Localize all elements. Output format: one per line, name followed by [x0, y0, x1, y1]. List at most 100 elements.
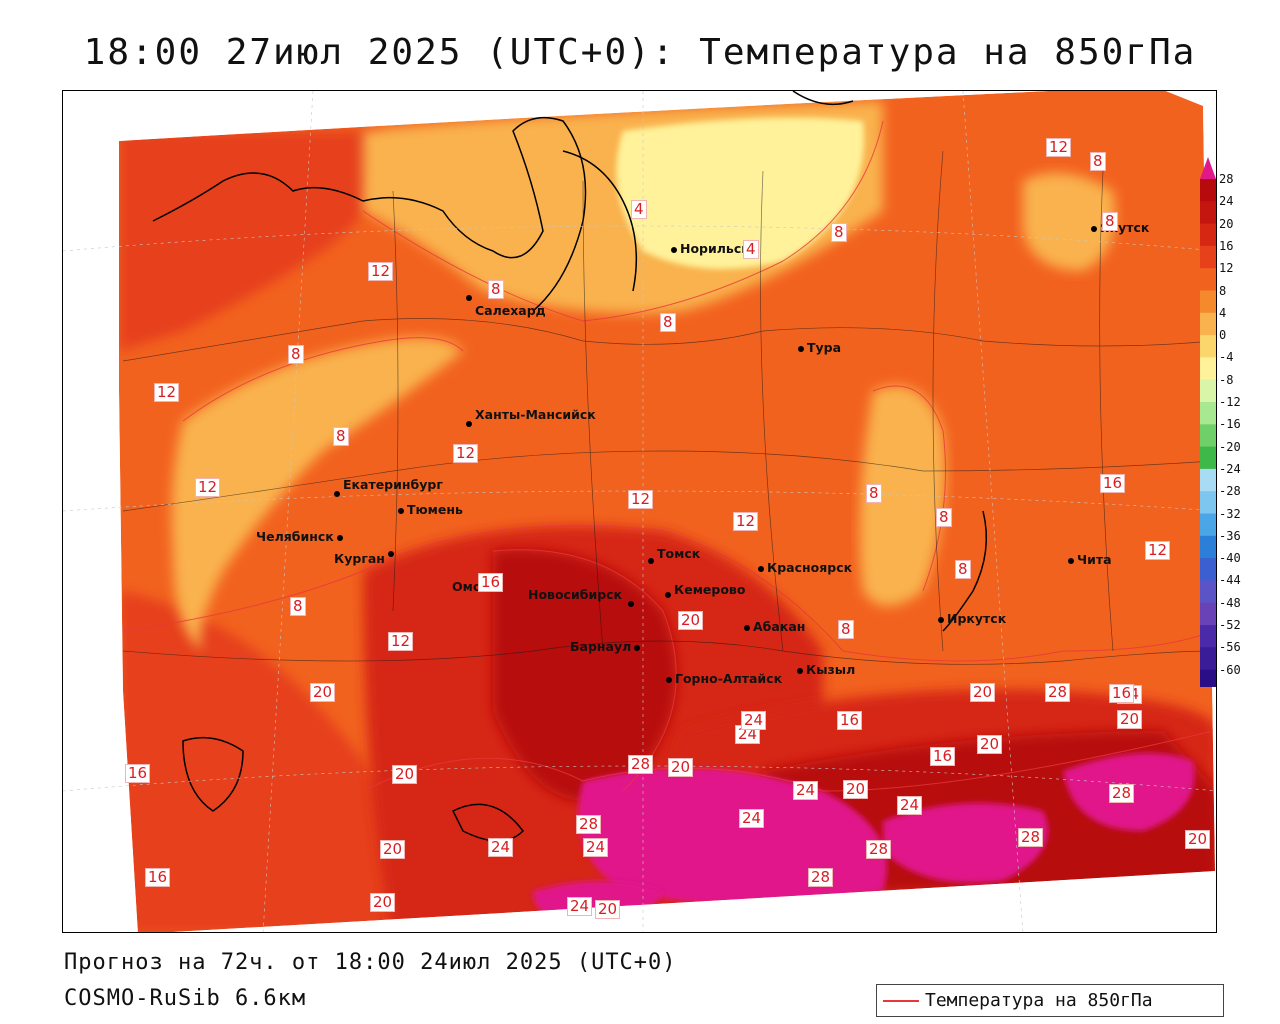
isotherm-label: 28: [1018, 828, 1044, 847]
colorbar-band: [1200, 357, 1216, 381]
colorbar-band: [1200, 513, 1216, 537]
city-irkutsk: Иркутск: [938, 612, 1006, 626]
city-novosibirsk: Новосибирск: [528, 588, 637, 607]
city-gorno-altaysk: Горно-Алтайск: [666, 672, 782, 686]
isotherm-label: 12: [453, 444, 479, 463]
outside-domain-top: [63, 91, 1216, 141]
colorbar-tick-label: -20: [1219, 439, 1241, 454]
city-krasnoyarsk: Красноярск: [758, 561, 852, 575]
admin-borders: [122, 150, 1214, 665]
isotherm-label: 12: [388, 632, 414, 651]
hot-zone-altai: [493, 549, 677, 801]
colorbar-band: [1200, 245, 1216, 269]
colorbar-top-arrow: [1200, 157, 1216, 179]
city-label: Екатеринбург: [343, 477, 443, 492]
model-info: COSMO-RuSib 6.6км: [64, 986, 307, 1011]
colorbar-tick-label: 4: [1219, 305, 1227, 320]
city-label: Курган: [334, 551, 385, 566]
isotherm-label: 24: [739, 809, 765, 828]
isotherm-label: 4: [631, 200, 647, 219]
city-marker-icon: [634, 644, 641, 651]
colorbar-band: [1200, 491, 1216, 514]
outside-domain-left: [63, 141, 138, 932]
legend-line-swatch: [883, 1000, 919, 1002]
cool-zone-ural: [171, 337, 463, 651]
isotherm-label: 20: [380, 840, 406, 859]
colorbar-band: [1200, 446, 1216, 470]
cool-zone-baikal: [859, 386, 946, 606]
isotherm-contours: [122, 120, 1214, 792]
colorbar-band: [1200, 647, 1216, 671]
isotherm-label: 20: [310, 683, 336, 702]
isotherm-label: 28: [1045, 683, 1071, 702]
isotherm-label: 8: [831, 223, 847, 242]
colorbar-band: [1200, 402, 1216, 425]
isotherm-label: 20: [678, 611, 704, 630]
city-label: Чита: [1077, 552, 1112, 567]
colorbar-band: [1200, 201, 1216, 225]
colorbar-band: [1200, 558, 1216, 581]
city-label: Ханты-Мансийск: [475, 407, 596, 422]
city-marker-icon: [758, 565, 764, 572]
isotherm-label: 24: [583, 838, 609, 857]
isotherm-label: 12: [1145, 541, 1171, 560]
isotherm-label: 24: [488, 838, 514, 857]
legend-label: Температура на 850гПа: [925, 990, 1153, 1011]
city-marker-icon: [1091, 225, 1097, 232]
city-marker-icon: [648, 557, 654, 564]
isotherm-label: 28: [866, 840, 892, 859]
colorbar: 28 24 20 16 12 8 4 0 -4 -8 -12 -16 -20 -24 -28 -32 -36 -4…: [1198, 157, 1268, 687]
isotherm-label: 12: [368, 262, 394, 281]
city-marker-icon: [336, 534, 343, 541]
isotherm-label: 24: [567, 897, 593, 916]
city-label: Тура: [807, 340, 842, 355]
colorbar-band: [1200, 268, 1216, 291]
isotherm-label: 20: [977, 735, 1003, 754]
colorbar-tick-label: -44: [1219, 573, 1241, 588]
isotherm-label: 16: [1109, 684, 1135, 703]
city-chita: Чита: [1068, 553, 1112, 567]
city-marker-icon: [798, 345, 804, 352]
colorbar-tick-label: 0: [1219, 328, 1227, 343]
isotherm-label: 12: [154, 383, 180, 402]
map-title: 18:00 27июл 2025 (UTC+0): Температура на…: [83, 32, 1197, 73]
city-marker-icon: [628, 600, 635, 607]
colorbar-band: [1200, 580, 1216, 604]
colorbar-band: [1200, 669, 1216, 687]
city-marker-icon: [744, 624, 750, 631]
isotherm-label: 20: [970, 683, 996, 702]
city-label: Кемерово: [674, 582, 746, 597]
isotherm-label: 16: [1100, 474, 1126, 493]
city-marker-icon: [797, 667, 803, 674]
city-marker-icon: [334, 490, 340, 497]
isotherm-label: 28: [628, 755, 654, 774]
extreme-heat-center: [883, 803, 1048, 883]
colorbar-band: [1200, 290, 1216, 314]
isotherm-label: 24: [897, 796, 923, 815]
isotherm-label: 8: [955, 560, 971, 579]
isotherm-label: 16: [930, 747, 956, 766]
city-marker-icon: [387, 550, 394, 557]
isotherm-label: 20: [1185, 830, 1211, 849]
city-label: Кызыл: [806, 662, 856, 677]
city-marker-icon: [666, 676, 672, 683]
isotherm-label: 12: [1046, 138, 1072, 157]
colorbar-band: [1200, 468, 1216, 492]
colorbar-tick-label: -4: [1219, 350, 1234, 365]
isotherm-label: 20: [392, 765, 418, 784]
colorbar-tick-label: 8: [1219, 283, 1227, 298]
colorbar-band: [1200, 535, 1216, 559]
isotherm-label: 8: [936, 508, 952, 527]
colorbar-tick-label: -36: [1219, 528, 1241, 543]
isotherm-label: 20: [1117, 710, 1143, 729]
isotherm-label: 12: [628, 490, 654, 509]
city-salekhard: Салехард: [466, 290, 546, 318]
city-label: Норильск: [680, 241, 750, 256]
city-chelyabinsk: Челябинск: [256, 530, 346, 544]
isotherm-label: 12: [733, 512, 759, 531]
colorbar-tick-label: 16: [1219, 238, 1234, 253]
colorbar-tick-label: -60: [1219, 662, 1241, 677]
outside-domain-bottom: [172, 871, 1216, 932]
isotherm-label: 4: [743, 240, 759, 259]
colorbar-band: [1200, 625, 1216, 648]
